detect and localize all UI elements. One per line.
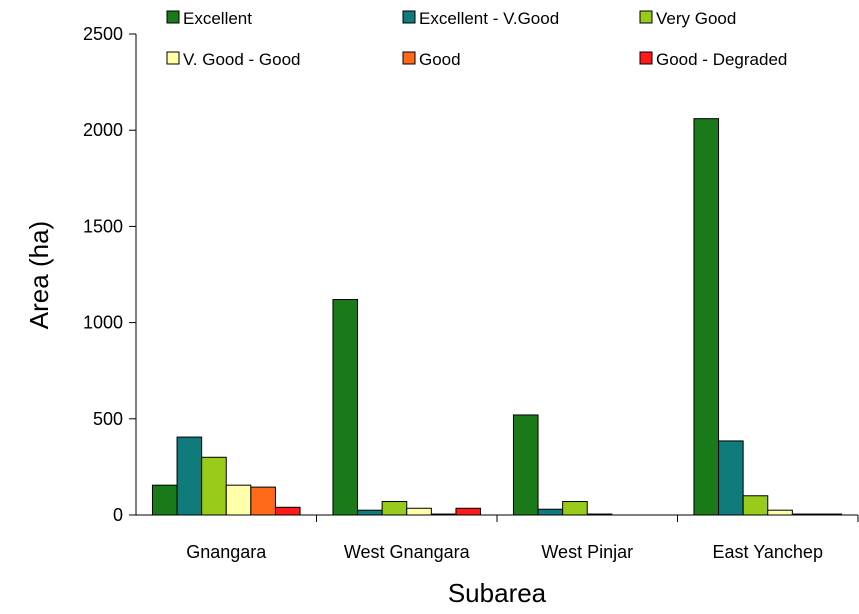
x-tick-label: East Yanchep (713, 542, 823, 562)
legend-label: Good (419, 50, 461, 69)
legend-swatch (166, 51, 180, 65)
bar-very-good (562, 501, 588, 516)
bar-excellent-v-good (718, 440, 744, 516)
bar-excellent (693, 118, 720, 516)
legend-label: V. Good - Good (183, 50, 301, 69)
bar-good-degraded (455, 507, 482, 516)
legend-swatch (402, 51, 416, 65)
bar-v-good-good (225, 484, 252, 516)
x-tick-label: West Gnangara (344, 542, 471, 562)
bar-v-good-good (406, 507, 432, 516)
legend-swatch (166, 10, 180, 24)
bar-good (250, 486, 276, 516)
bars (151, 118, 843, 516)
bar-excellent (332, 299, 359, 516)
bar-very-good (381, 501, 408, 516)
legend: Excellent Excellent - V.Good Very Good V. G… (166, 9, 787, 69)
legend-label: Excellent (183, 9, 252, 28)
bar-v-good-good (586, 513, 613, 516)
x-tick-label: Gnangara (186, 542, 267, 562)
x-axis-title: Subarea (448, 578, 547, 608)
y-tick-label: 1500 (83, 216, 123, 236)
bar-very-good (201, 456, 227, 516)
y-axis-title: Area (ha) (24, 221, 54, 329)
legend-label: Excellent - V.Good (419, 9, 559, 28)
bar-excellent-v-good (537, 508, 564, 516)
bar-good-degraded (816, 513, 843, 516)
bar-excellent (512, 414, 539, 516)
bar-excellent (151, 484, 178, 516)
bar-excellent-v-good (176, 436, 203, 516)
bar-excellent-v-good (357, 509, 383, 516)
legend-swatch (639, 10, 653, 24)
y-tick-label: 1000 (83, 313, 123, 333)
bar-v-good-good (767, 509, 793, 516)
y-tick-label: 2000 (83, 120, 123, 140)
y-tick-label: 0 (113, 505, 123, 525)
y-axis: 0 500 1000 1500 2000 2500 (83, 24, 137, 525)
y-tick-label: 500 (93, 409, 123, 429)
legend-swatch (402, 10, 416, 24)
bar-good (430, 513, 457, 516)
x-axis: Gnangara West Gnangara West Pinjar East Yan… (136, 514, 859, 562)
bar-good (791, 513, 818, 516)
legend-label: Very Good (656, 9, 736, 28)
legend-label: Good - Degraded (656, 50, 787, 69)
x-tick-label: West Pinjar (541, 542, 633, 562)
bar-good-degraded (274, 506, 301, 516)
bar-very-good (742, 495, 769, 516)
y-tick-label: 2500 (83, 24, 123, 44)
legend-swatch (639, 51, 653, 65)
